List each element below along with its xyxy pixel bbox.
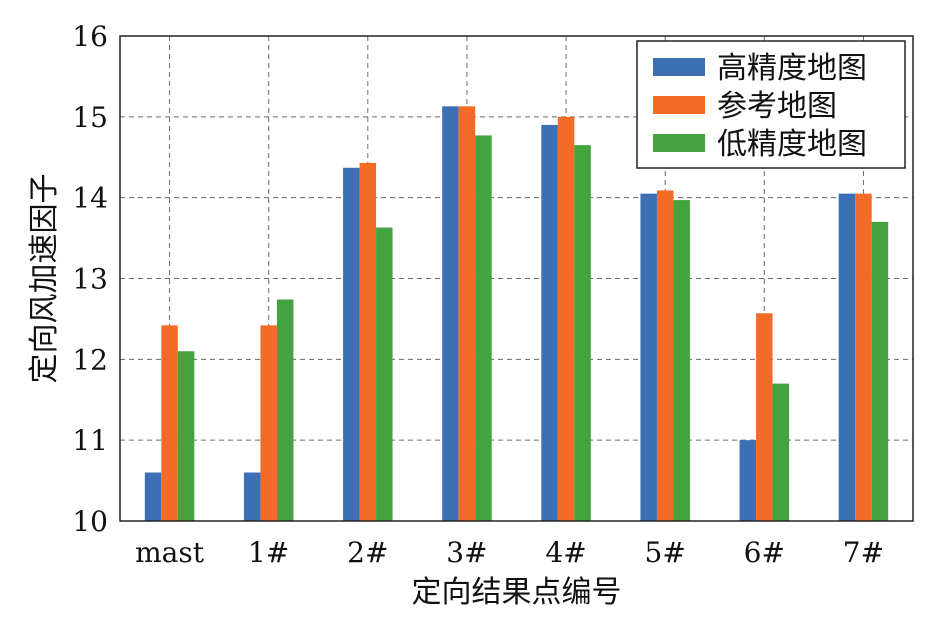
bar [376,227,393,521]
legend-label: 低精度地图 [717,127,867,162]
y-tick-label: 13 [72,263,108,296]
y-tick-label: 10 [72,505,108,538]
bar [442,106,459,521]
bar [739,440,757,521]
x-tick-label: 6# [744,536,785,569]
bar [656,190,674,521]
x-tick-label: 2# [347,536,388,569]
legend-swatch [653,96,705,114]
bar [855,193,872,521]
x-axis-label: 定向结果点编号 [412,575,622,610]
x-tick-label: mast [135,536,205,569]
y-tick-label: 11 [72,424,108,457]
bar [343,167,360,521]
x-tick-label: 4# [545,536,586,569]
bar [243,472,261,521]
y-tick-label: 16 [72,20,108,53]
bar [772,383,790,521]
bar [557,116,575,521]
bar [458,106,476,521]
y-axis-ticks: 10 11 12 13 14 15 16 [72,20,108,538]
bar [756,313,773,521]
x-axis-ticks: mast 1# 2# 3# 4# 5# 6# 7# [135,536,884,569]
bar [673,200,690,521]
bar [161,325,178,521]
bar [541,124,558,522]
bar [276,299,294,521]
bar [359,162,377,522]
bar [177,351,195,521]
plot-frame [119,35,914,522]
x-tick-label: 5# [645,536,686,569]
y-tick-label: 12 [72,343,108,376]
legend-swatch [653,58,705,76]
bar [475,135,492,522]
bar [871,221,889,521]
bar [838,193,856,521]
bar [640,193,657,521]
bar [144,472,162,521]
x-tick-label: 7# [843,536,884,569]
y-tick-label: 14 [72,182,108,215]
y-axis-label: 定向风加速因子 [27,174,62,384]
bar [574,145,591,521]
y-tick-label: 15 [72,101,108,134]
legend-swatch [653,134,705,152]
legend-label: 参考地图 [717,89,837,124]
bar [260,325,277,521]
x-tick-label: 1# [248,536,289,569]
legend-label: 高精度地图 [717,51,867,86]
x-tick-label: 3# [446,536,487,569]
bars [144,106,889,522]
